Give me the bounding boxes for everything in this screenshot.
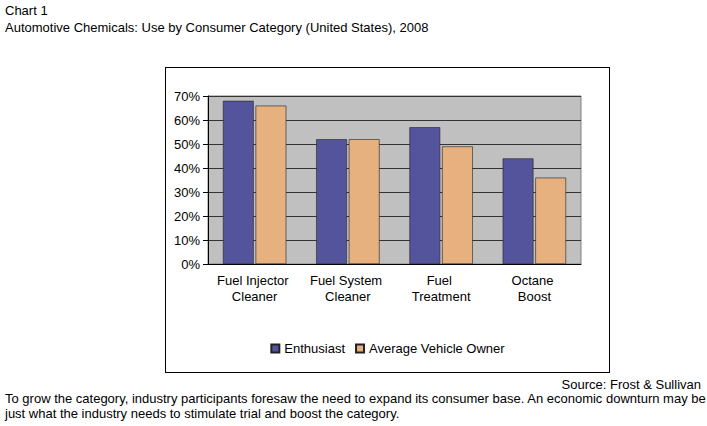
- svg-text:50%: 50%: [174, 137, 200, 152]
- html-text:Source: Frost & Sullivan: Source: Frost & Sullivan: [561, 377, 701, 392]
- svg-text:70%: 70%: [174, 89, 200, 104]
- svg-text:Average Vehicle Owner: Average Vehicle Owner: [369, 341, 505, 356]
- svg-text:Cleaner: Cleaner: [232, 289, 278, 304]
- svg-text:40%: 40%: [174, 161, 200, 176]
- svg-text:10%: 10%: [174, 233, 200, 248]
- svg-text:Fuel: Fuel: [427, 273, 456, 288]
- svg-text:Octane: Octane: [512, 273, 558, 288]
- svg-text:Enthusiast: Enthusiast: [284, 341, 345, 356]
- svg-text:Boost: Boost: [518, 289, 552, 304]
- svg-text:20%: 20%: [174, 209, 200, 224]
- svg-text:Fuel System: Fuel System: [310, 273, 386, 288]
- svg-text:Treatment: Treatment: [412, 289, 471, 304]
- svg-text:0%: 0%: [181, 257, 200, 272]
- svg-text:Cleaner: Cleaner: [325, 289, 371, 304]
- html-text:To grow the category, industry: To grow the category, industry participa…: [5, 391, 706, 421]
- svg-text:60%: 60%: [174, 113, 200, 128]
- html-text:Automotive Chemicals: Use by C: Automotive Chemicals: Use by Consumer Ca…: [5, 20, 429, 35]
- svg-text:Fuel Injector: Fuel Injector: [217, 273, 292, 288]
- svg-text:30%: 30%: [174, 185, 200, 200]
- html-text:Chart 1: Chart 1: [5, 3, 48, 18]
